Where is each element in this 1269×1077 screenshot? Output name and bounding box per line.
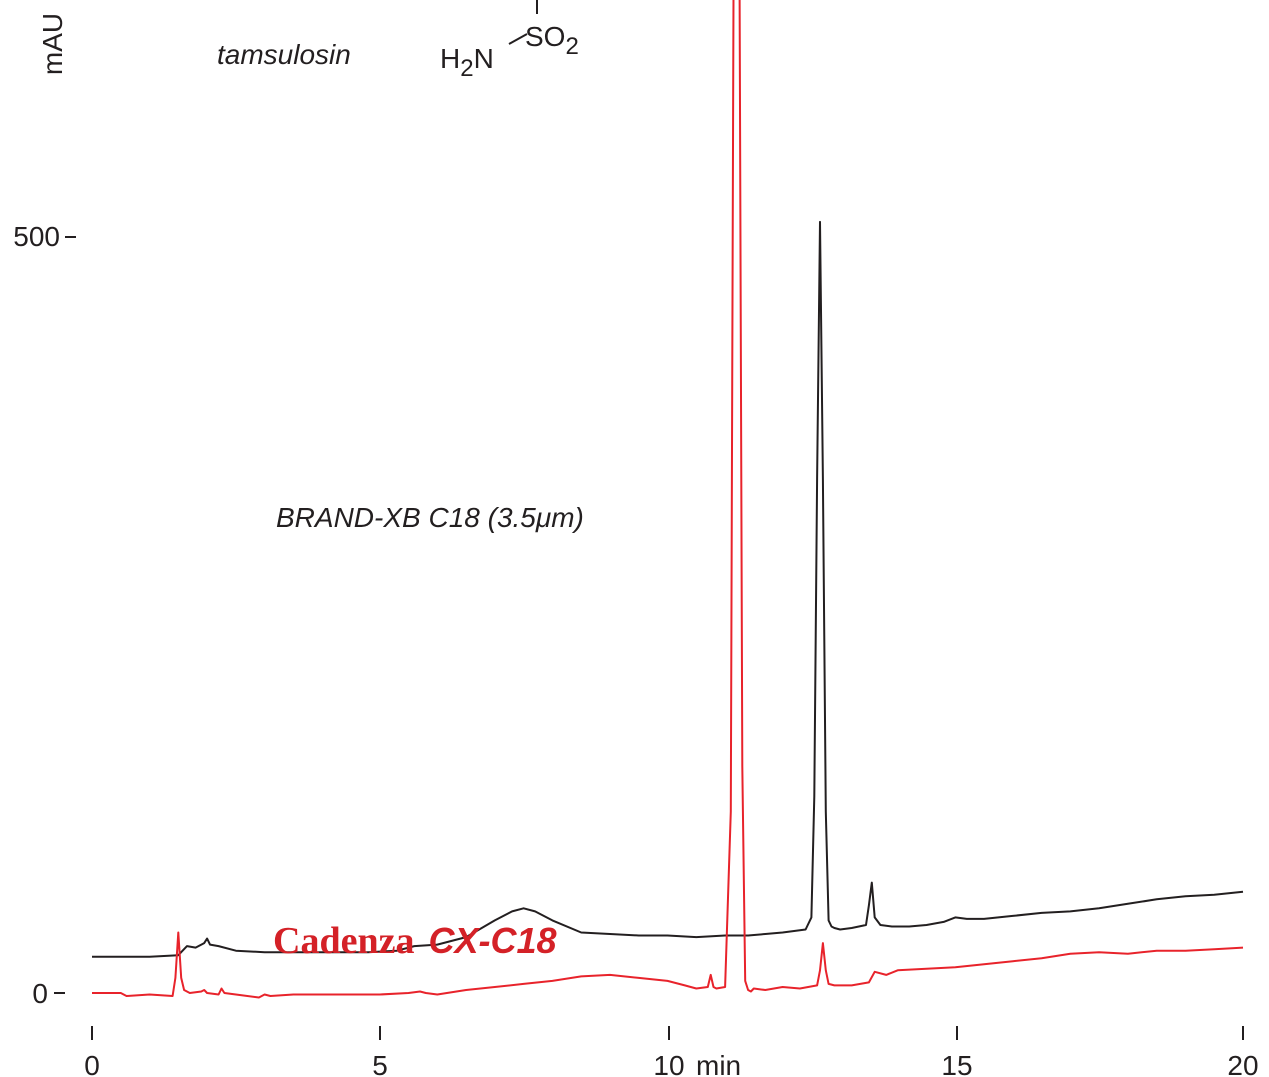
compound-name: tamsulosin: [217, 39, 351, 70]
structure-so2: SO2: [525, 21, 579, 60]
y-axis-label: mAU: [37, 13, 68, 75]
series-line-brand-xb-c18: [92, 222, 1243, 957]
y-tick-label-500: 500: [13, 221, 60, 252]
compound-annotation: tamsulosin SO2 H2N: [217, 0, 579, 82]
x-tick-label-20: 20: [1227, 1050, 1258, 1077]
series-label-cadenza-sans: CX-C18: [428, 920, 556, 961]
series-label-cadenza-serif: Cadenza: [273, 920, 414, 962]
series-label-brand: BRAND-XB C18 (3.5μm): [276, 502, 584, 533]
x-tick-label-15: 15: [941, 1050, 972, 1077]
x-ticks: 0 5 10 min 15 20: [84, 1026, 1258, 1077]
y-tick-label-0: 0: [32, 978, 48, 1009]
structure-h2n: H2N: [440, 43, 494, 82]
x-tick-label-5: 5: [372, 1050, 388, 1077]
x-axis-unit-label: min: [696, 1050, 741, 1077]
series-line-cadenza-cx-c18: [92, 0, 1243, 998]
series-layer: [92, 0, 1243, 998]
x-tick-label-0: 0: [84, 1050, 100, 1077]
x-tick-label-10: 10: [653, 1050, 684, 1077]
y-ticks: 500 0: [13, 221, 76, 1009]
series-label-cadenza: Cadenza CX-C18: [273, 920, 557, 962]
